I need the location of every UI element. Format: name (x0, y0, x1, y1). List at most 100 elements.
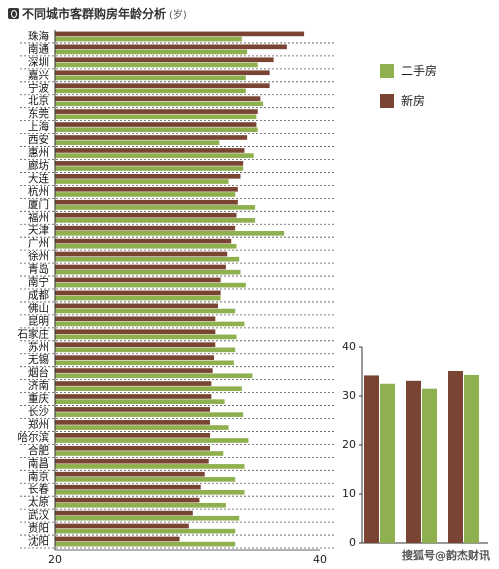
bar-new-home (55, 57, 274, 63)
category-label: 大连 (28, 172, 49, 185)
bar-new-home (55, 445, 211, 451)
small-y-tick-label: 40 (342, 340, 356, 353)
watermark: 搜狐号@韵杰财讯 (402, 549, 490, 562)
bar-new-home (55, 394, 212, 399)
bar-second-hand (55, 153, 254, 158)
legend-item-second-hand: 二手房 (380, 62, 437, 79)
bar-second-hand (55, 230, 285, 236)
bar-second-hand (55, 101, 264, 107)
bar-second-hand (55, 464, 245, 469)
bar-second-hand (55, 88, 246, 94)
category-label: 南昌 (28, 457, 49, 470)
category-label: 厦门 (28, 198, 49, 211)
bar-second-hand (55, 334, 237, 340)
category-label: 西安 (28, 133, 49, 146)
category-label: 苏州 (28, 340, 49, 353)
category-label: 杭州 (28, 185, 49, 198)
bar-new-home (55, 186, 238, 192)
bar-new-home (55, 199, 238, 205)
bar-new-home (55, 510, 193, 516)
chart-unit: (岁) (169, 10, 187, 21)
category-label: 郑州 (28, 418, 49, 431)
bar-second-hand (55, 140, 220, 145)
small-y-tick-label: 0 (349, 536, 356, 549)
bar-second-hand (55, 127, 258, 133)
bar-new-home (55, 109, 258, 114)
category-label: 宁波 (28, 81, 49, 94)
bar-second-hand (55, 425, 229, 430)
bar-second-hand (55, 489, 245, 495)
category-label: 济南 (28, 379, 49, 392)
bar-second-hand (55, 373, 253, 379)
bar-second-hand (55, 49, 248, 55)
category-label: 福州 (28, 211, 49, 224)
bar-new-home (55, 381, 212, 386)
category-label: 太原 (28, 496, 49, 509)
category-label: 长沙 (28, 406, 49, 418)
bar-new-home (55, 523, 189, 529)
bar-second-hand (55, 399, 225, 404)
bar-new-home (55, 407, 211, 412)
bar-new-home (55, 264, 226, 270)
bar-new-home (55, 303, 218, 309)
category-label: 成都 (28, 289, 49, 301)
category-label: 石家庄 (18, 327, 50, 340)
bar-second-hand (55, 438, 249, 443)
bar-new-home (55, 471, 205, 477)
small-bar-second-hand (464, 374, 479, 543)
bar-new-home (55, 212, 237, 218)
bar-second-hand (55, 321, 245, 327)
bar-new-home (55, 44, 287, 50)
bar-second-hand (55, 502, 226, 508)
bar-new-home (55, 251, 228, 257)
category-label: 南通 (28, 42, 49, 55)
bar-second-hand (55, 477, 236, 482)
category-label: 徐州 (28, 250, 49, 263)
bar-second-hand (55, 62, 258, 68)
category-label: 惠州 (28, 146, 49, 159)
bar-new-home (55, 458, 209, 464)
legend: 二手房 新房 (380, 62, 437, 122)
legend-swatch-second-hand (380, 63, 394, 78)
bar-new-home (55, 83, 270, 89)
bar-new-home (55, 420, 211, 425)
category-label: 南京 (28, 470, 49, 483)
category-label: 合肥 (28, 444, 49, 457)
bar-new-home (55, 96, 261, 101)
x-tick-label: 40 (313, 553, 327, 566)
chart-title-text: 不同城市客群购房年龄分析 (22, 7, 167, 21)
bar-second-hand (55, 256, 240, 262)
bar-new-home (55, 277, 221, 283)
bar-second-hand (55, 386, 242, 392)
bar-second-hand (55, 528, 236, 534)
bar-second-hand (55, 295, 221, 301)
category-label: 深圳 (28, 56, 49, 68)
bar-second-hand (55, 541, 236, 547)
bar-second-hand (55, 75, 246, 81)
small-bar-new-home (406, 380, 421, 543)
category-label: 东莞 (28, 107, 49, 120)
category-label: 哈尔滨 (18, 431, 50, 444)
category-label: 无锡 (28, 353, 49, 366)
bar-new-home (55, 174, 241, 179)
bar-second-hand (55, 515, 240, 521)
category-label: 烟台 (28, 366, 49, 379)
category-label: 昆明 (28, 315, 49, 327)
bar-new-home (55, 355, 214, 360)
bar-new-home (55, 433, 211, 438)
category-label: 青岛 (28, 263, 49, 276)
small-y-tick-label: 10 (342, 487, 356, 500)
bar-new-home (55, 148, 245, 153)
bar-second-hand (55, 282, 246, 288)
bar-second-hand (55, 347, 236, 353)
bar-second-hand (55, 218, 256, 223)
bar-new-home (55, 31, 305, 37)
legend-label-second-hand: 二手房 (401, 64, 438, 78)
bar-second-hand (55, 308, 236, 314)
bar-new-home (55, 290, 221, 296)
bar-new-home (55, 536, 180, 542)
bar-second-hand (55, 360, 234, 366)
small-bar-new-home (364, 375, 379, 543)
